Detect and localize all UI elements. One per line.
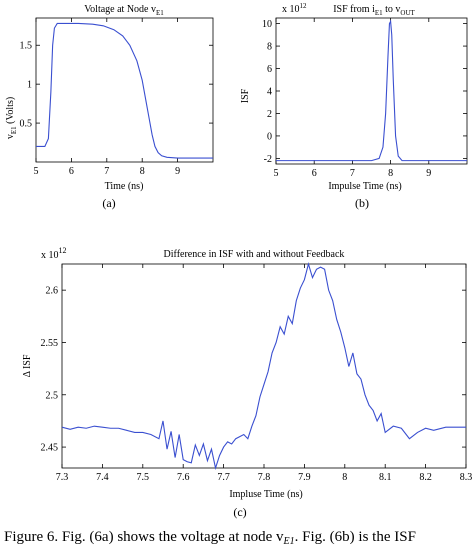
panel-c-ytick-label: 2.45 — [41, 443, 59, 454]
panel-b-frame — [275, 17, 468, 165]
panel-b-title: ISF from iE1 to vOUT — [333, 4, 415, 17]
panel-a-xtick-label: 5 — [34, 166, 39, 177]
panel-b-ylabel: ISF — [240, 88, 251, 103]
panel-a-series-line — [36, 22, 213, 159]
panel-b-caption: (b) — [355, 196, 369, 210]
panel-a-ytick-label: 1 — [27, 80, 32, 91]
panel-c-caption: (c) — [233, 505, 246, 519]
panel-b-xtick-label: 9 — [426, 168, 431, 179]
panel-c-xtick-label: 7.3 — [56, 472, 69, 483]
panel-a-caption: (a) — [102, 196, 115, 210]
panel-c-xtick-label: 8.1 — [379, 472, 392, 483]
panel-c-frame — [61, 263, 467, 469]
panel-b-ytick-label: 6 — [267, 64, 272, 75]
panel-b-xlabel: Impulse Time (ns) — [328, 181, 401, 192]
panel-a-xtick-label: 9 — [175, 166, 180, 177]
figure-caption-line: Figure 6. Fig. (6a) shows the voltage at… — [4, 529, 416, 545]
panel-c-xlabel: Impluse Time (ns) — [229, 489, 302, 500]
panel-b-ytick-label: 0 — [267, 131, 272, 142]
panel-a-xtick-label: 7 — [104, 166, 109, 177]
panel-b-isf: x 1012 ISF from iE1 to vOUT 5 6 7 8 9 -2 0 2 4 6 8… — [240, 2, 468, 210]
panel-a-frame — [35, 17, 214, 163]
panel-c-xtick-label: 7.4 — [96, 472, 109, 483]
panel-c-ytick-label: 2.6 — [46, 286, 59, 297]
panel-b-series-line — [276, 19, 467, 162]
panel-c-xtick-label: 7.6 — [177, 472, 190, 483]
panel-a-xlabel: Time (ns) — [105, 181, 144, 192]
panel-c-ytick-label: 2.55 — [41, 338, 59, 349]
panel-a-xtick-label: 6 — [69, 166, 74, 177]
panel-a-title: Voltage at Node vE1 — [84, 4, 164, 17]
panel-b-xtick-label: 5 — [274, 168, 279, 179]
panel-b-ytick-label: 4 — [267, 87, 272, 98]
panel-c-scale-note: x 1012 — [41, 246, 67, 261]
panel-b-xtick-label: 6 — [312, 168, 317, 179]
panel-c-xtick-label: 8.3 — [460, 472, 473, 483]
panel-a-xtick-label: 8 — [140, 166, 145, 177]
panel-b-ytick-label: 8 — [267, 42, 272, 53]
panel-c-xtick-label: 7.9 — [298, 472, 311, 483]
panel-c-xtick-label: 8 — [342, 472, 347, 483]
panel-b-ytick-label: -2 — [264, 154, 272, 165]
panel-c-xtick-label: 7.8 — [258, 472, 271, 483]
panel-a-ylabel: vE1 (Volts) — [5, 97, 18, 139]
panel-a-ytick-label: 0.5 — [20, 119, 33, 130]
panel-b-xtick-label: 8 — [388, 168, 393, 179]
panel-c-ytick-label: 2.5 — [46, 390, 59, 401]
panel-c-title: Difference in ISF with and without Feedb… — [164, 249, 345, 260]
panel-c-series-line — [61, 261, 466, 471]
panel-c-ylabel: Δ ISF — [22, 354, 33, 377]
panel-c-xtick-label: 8.2 — [419, 472, 432, 483]
panel-b-ytick-label: 2 — [267, 109, 272, 120]
panel-b-xtick-label: 7 — [350, 168, 355, 179]
panel-b-ytick-label: 10 — [262, 19, 272, 30]
panel-c-xtick-label: 7.5 — [137, 472, 150, 483]
panel-c-xtick-label: 7.7 — [217, 472, 230, 483]
panel-a-voltage: Voltage at Node vE1 5 6 7 8 9 0.5 1 1.5 vE1 (Vo… — [5, 4, 214, 210]
panel-a-ytick-label: 1.5 — [20, 41, 33, 52]
panel-b-scale-note: x 1012 — [282, 2, 307, 15]
panel-c-difference: x 1012 Difference in ISF with and withou… — [22, 246, 472, 519]
